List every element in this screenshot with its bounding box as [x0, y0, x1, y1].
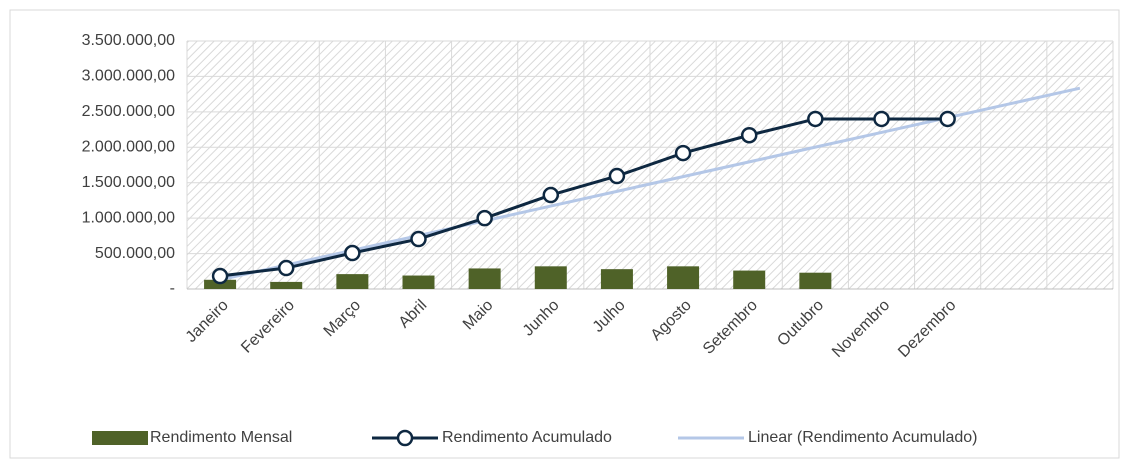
line-marker: [476, 209, 493, 227]
y-tick-label: 3.500.000,00: [82, 32, 176, 49]
y-tick-label: 3.000.000,00: [82, 68, 176, 85]
bar: [799, 272, 832, 289]
line-marker: [674, 144, 692, 162]
line-marker: [542, 186, 560, 204]
y-tick-label: 2.000.000,00: [82, 139, 176, 156]
y-tick-label: 1.000.000,00: [82, 209, 176, 226]
bar: [468, 268, 501, 289]
line-marker: [807, 110, 824, 128]
legend-swatch: [92, 431, 148, 445]
bar: [600, 269, 633, 289]
bar: [204, 279, 237, 289]
line-marker: [608, 167, 626, 185]
bar: [270, 281, 303, 289]
line-marker: [211, 267, 229, 285]
legend-label: Rendimento Acumulado: [442, 429, 612, 446]
y-tick-label: 1.500.000,00: [82, 174, 176, 191]
bar: [534, 266, 567, 289]
bar: [667, 266, 700, 289]
line: [219, 117, 948, 278]
bar: [336, 274, 369, 289]
line-marker: [410, 230, 427, 248]
line-marker: [277, 259, 295, 277]
legend-label: Linear (Rendimento Acumulado): [748, 429, 977, 446]
bar: [733, 270, 766, 289]
line-marker: [344, 244, 361, 262]
y-tick-label: 500.000,00: [95, 245, 175, 262]
legend-marker: [396, 429, 414, 447]
line-marker: [939, 110, 956, 128]
y-tick-label: 2.500.000,00: [82, 103, 176, 120]
line-marker: [873, 110, 890, 128]
bar: [402, 275, 435, 289]
legend-label: Rendimento Mensal: [150, 429, 292, 446]
line-marker: [740, 126, 758, 144]
y-tick-label: -: [170, 280, 175, 297]
